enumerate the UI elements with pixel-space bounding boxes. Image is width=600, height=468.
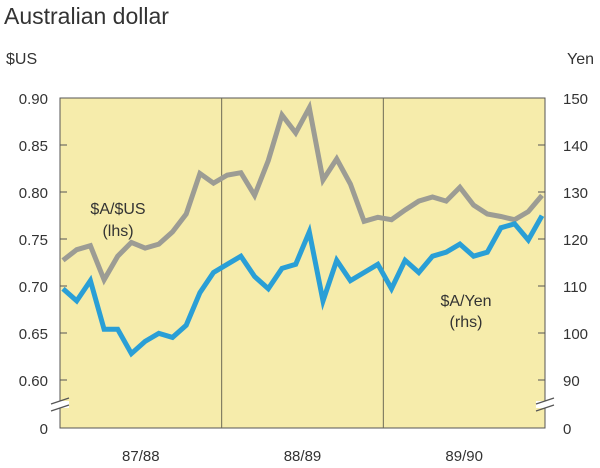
left-tick-label: 0.60 [19,373,48,390]
series-line-aud-yen [61,214,545,358]
left-axis-break-gap [51,401,69,408]
right-tick-label: 110 [563,279,587,296]
axis-ticks [50,97,555,429]
right-axis-break-mark [535,404,555,412]
left-tick-label: 0.75 [19,232,48,249]
right-tick-label: 130 [563,185,588,202]
x-tick-label: 88/89 [284,448,322,465]
right-tick-label: 120 [563,232,588,249]
series-line-aud-usd [61,100,544,286]
right-axis-break-mark [535,397,555,405]
right-tick-label: 140 [563,138,588,155]
axis-labels: 0.90 150 0.85 140 0.80 130 0.75 120 0.70 110 0.65 1… [19,91,588,465]
vertical-gridlines [221,98,384,428]
right-tick-label: 100 [563,326,588,343]
x-tick-label: 87/88 [122,448,160,465]
left-tick-label: 0.80 [19,185,48,202]
series-label: $A/$US [90,201,145,218]
plot-area [59,97,546,429]
chart-title: Australian dollar [4,3,169,29]
left-tick-label: 0.90 [19,91,48,108]
right-axis-unit: Yen [567,51,594,68]
left-tick-label: 0.85 [19,138,48,155]
right-tick-label: 90 [563,373,580,390]
series-lines [61,100,545,358]
left-tick-label: 0.70 [19,279,48,296]
left-axis-unit: $US [6,51,37,68]
left-axis-break-mark [50,404,70,412]
right-tick-label: 150 [563,91,588,108]
series-label-axis-note: (lhs) [102,223,133,240]
x-tick-label: 89/90 [445,448,483,465]
left-axis-break-mark [50,397,70,405]
left-tick-label: 0 [40,421,48,438]
series-label: $A/Yen [440,293,491,310]
right-axis-break-gap [536,401,554,408]
left-tick-label: 0.65 [19,326,48,343]
right-tick-label: 0 [563,421,571,438]
series-label-axis-note: (rhs) [450,314,483,331]
